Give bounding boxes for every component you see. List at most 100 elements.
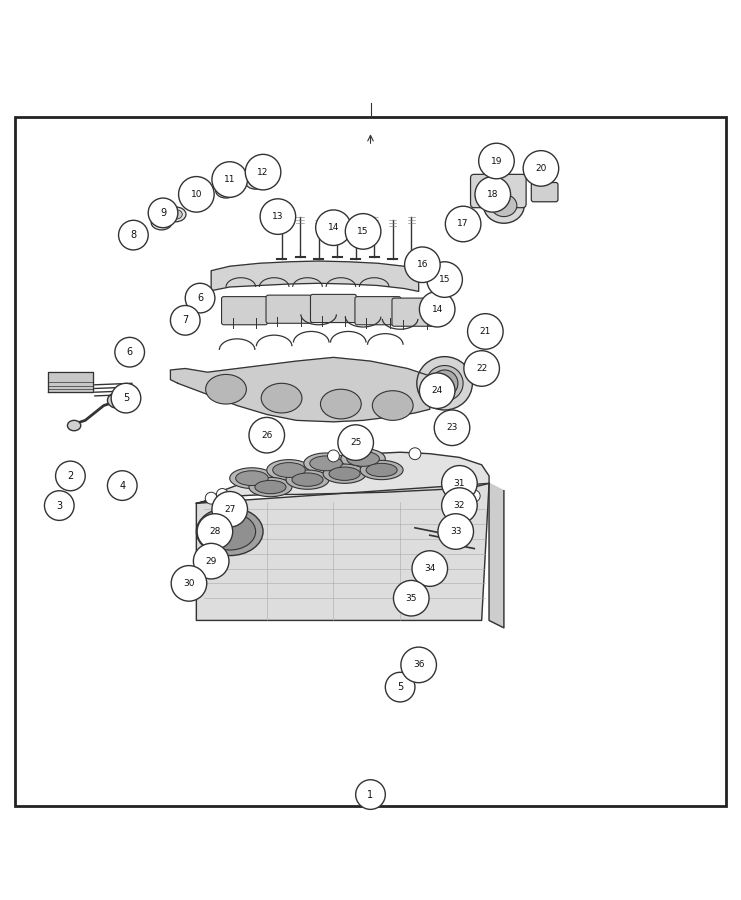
Ellipse shape [204,513,256,550]
Ellipse shape [249,477,292,497]
Polygon shape [170,357,430,422]
Text: 14: 14 [328,223,339,232]
Text: 16: 16 [416,260,428,269]
Ellipse shape [268,217,288,234]
Ellipse shape [67,420,81,431]
Text: 32: 32 [453,501,465,510]
Circle shape [464,351,499,386]
Ellipse shape [169,210,182,220]
Polygon shape [196,483,489,620]
Ellipse shape [196,508,263,555]
Ellipse shape [286,470,329,490]
Circle shape [170,305,200,335]
Ellipse shape [366,464,397,477]
Circle shape [171,565,207,601]
Text: 13: 13 [272,212,284,221]
Ellipse shape [216,184,236,198]
Text: 8: 8 [130,230,136,240]
Polygon shape [211,261,419,292]
Circle shape [44,491,74,520]
Text: 30: 30 [183,579,195,588]
Text: 4: 4 [119,481,125,491]
Text: 20: 20 [535,164,547,173]
Circle shape [427,262,462,297]
Polygon shape [48,373,93,392]
Circle shape [56,461,85,491]
Ellipse shape [341,448,385,469]
Text: 6: 6 [127,347,133,357]
FancyBboxPatch shape [222,297,268,325]
Text: 6: 6 [197,293,203,303]
Text: 35: 35 [405,594,417,603]
Ellipse shape [193,194,207,204]
Text: 31: 31 [453,479,465,488]
Circle shape [316,210,351,246]
Text: 29: 29 [205,556,217,566]
Text: 12: 12 [257,167,269,176]
Ellipse shape [165,207,186,221]
Ellipse shape [230,468,274,489]
Circle shape [468,314,503,349]
Text: 36: 36 [413,661,425,670]
Circle shape [356,779,385,809]
Circle shape [249,418,285,453]
Circle shape [442,488,477,524]
Text: 9: 9 [160,208,166,218]
FancyBboxPatch shape [266,295,312,323]
Text: 11: 11 [224,175,236,184]
Text: 10: 10 [190,190,202,199]
Ellipse shape [292,473,323,486]
Circle shape [111,383,141,413]
Circle shape [475,176,511,212]
FancyBboxPatch shape [531,183,558,202]
Circle shape [119,220,148,250]
Circle shape [434,410,470,446]
Polygon shape [489,483,504,628]
Ellipse shape [323,464,366,483]
Text: 23: 23 [446,423,458,432]
Circle shape [148,198,178,228]
Circle shape [442,465,477,501]
Ellipse shape [416,356,473,410]
Circle shape [212,162,247,197]
Circle shape [419,373,455,409]
Circle shape [245,154,281,190]
Ellipse shape [491,194,517,217]
Ellipse shape [107,392,130,409]
Circle shape [438,514,473,549]
Circle shape [405,247,440,283]
Circle shape [419,292,455,327]
Text: 26: 26 [261,431,273,440]
Ellipse shape [273,463,305,477]
Text: 18: 18 [487,190,499,199]
Ellipse shape [151,215,172,230]
Polygon shape [196,452,489,503]
Text: 34: 34 [424,564,436,573]
Ellipse shape [347,452,379,466]
Ellipse shape [304,453,348,473]
Circle shape [205,492,217,504]
Ellipse shape [205,374,246,404]
Text: 17: 17 [457,220,469,229]
Circle shape [385,672,415,702]
Ellipse shape [426,365,463,401]
Circle shape [401,647,436,683]
Text: 27: 27 [224,505,236,514]
Circle shape [107,471,137,500]
Circle shape [260,199,296,234]
Text: 3: 3 [56,500,62,510]
Circle shape [468,490,480,502]
Text: 24: 24 [431,386,443,395]
Circle shape [185,284,215,313]
Text: 5: 5 [397,682,403,692]
Circle shape [212,491,247,527]
Text: 2: 2 [67,471,73,481]
Circle shape [393,580,429,616]
Ellipse shape [190,192,210,207]
Text: 1: 1 [368,789,373,799]
Circle shape [216,489,228,500]
Text: 5: 5 [123,393,129,403]
Ellipse shape [267,460,311,481]
Text: 15: 15 [357,227,369,236]
Ellipse shape [121,226,142,240]
